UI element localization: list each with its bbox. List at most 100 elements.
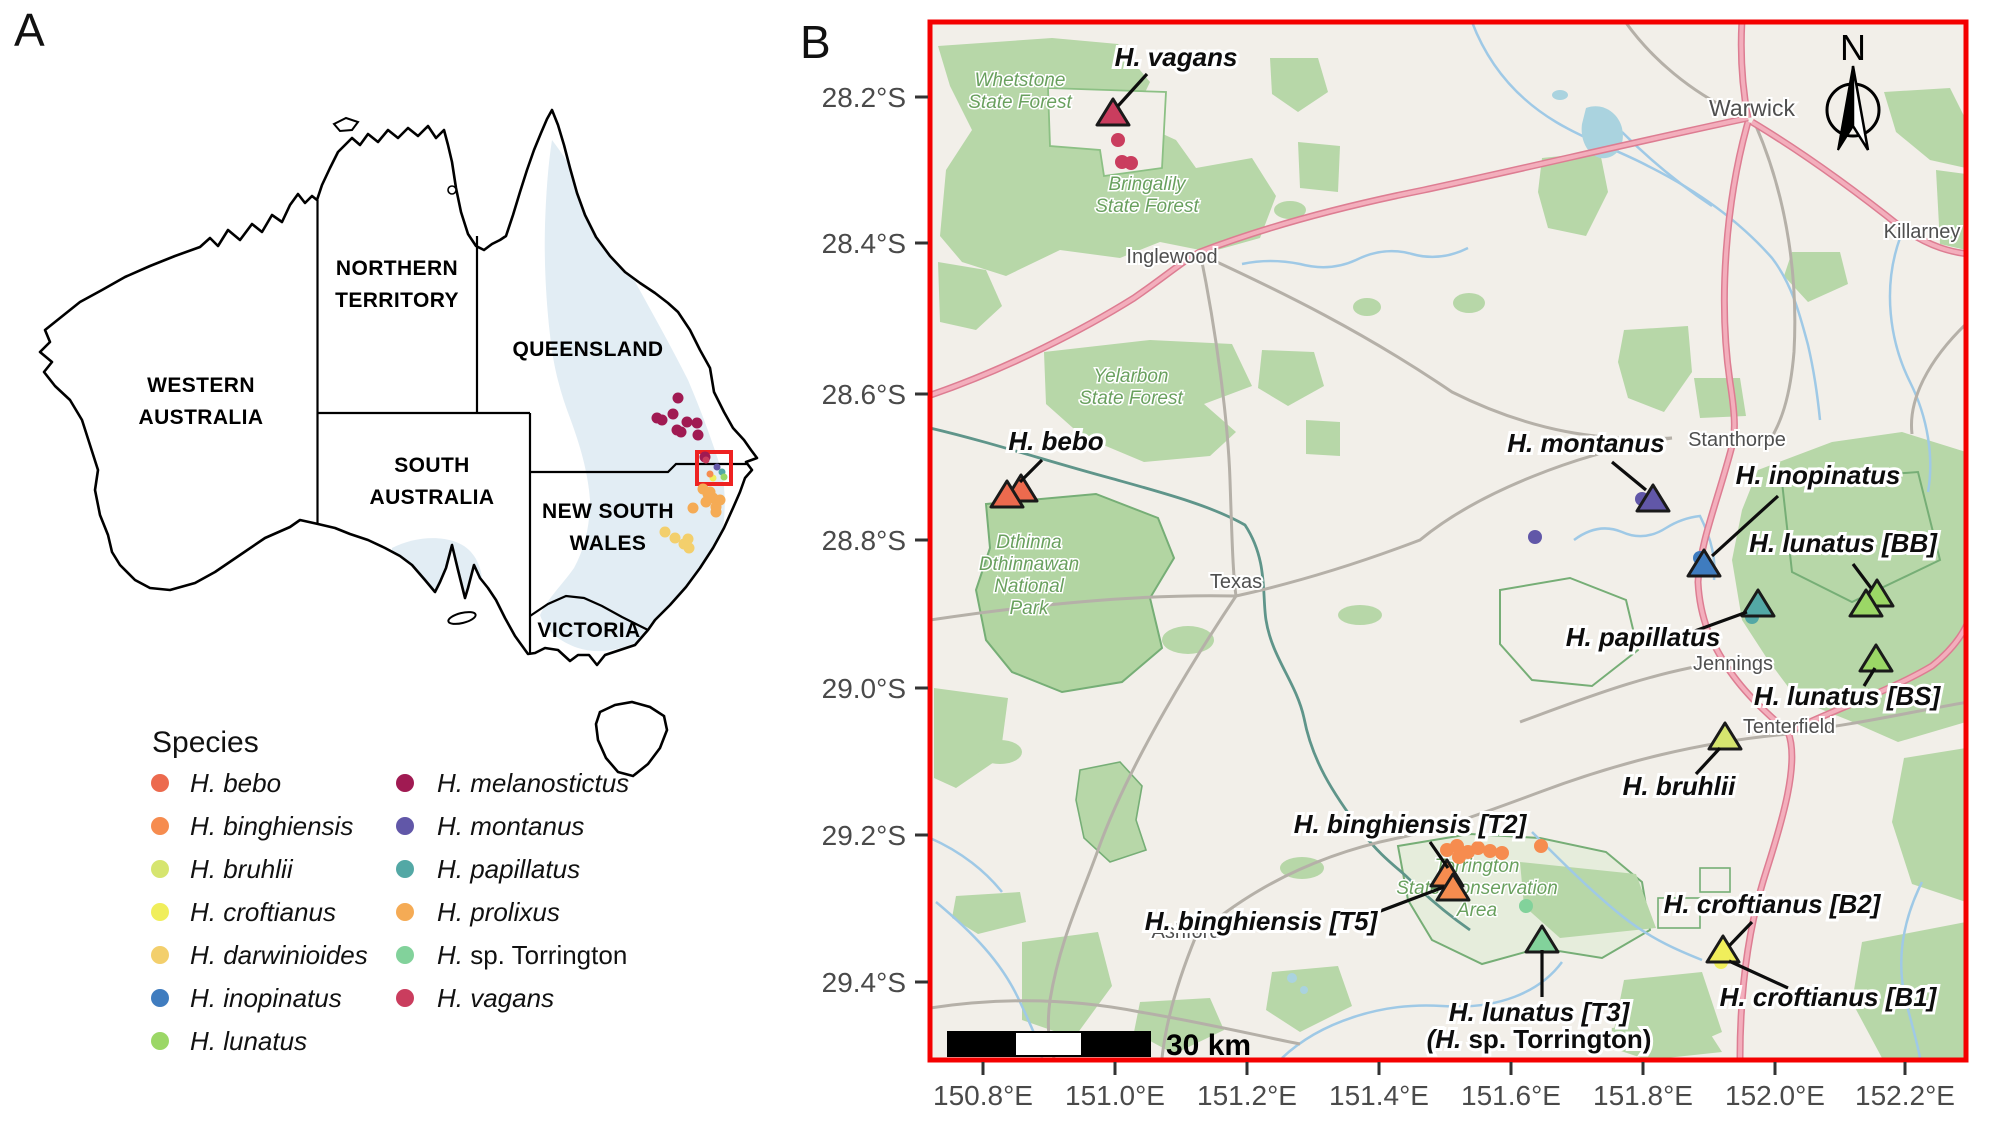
legend-label-vagans: H. vagans <box>437 983 554 1013</box>
species-callouts: H. vagans H. bebo H. montanus H. inopinatus… <box>1005 39 1944 1057</box>
forest-patch <box>1694 378 1746 418</box>
forest-patch <box>1538 152 1608 236</box>
occurrence-dot-melanostictus <box>691 417 703 429</box>
callout-label-papillatus: H. papillatus <box>1566 622 1721 652</box>
forest-patch <box>1306 420 1340 456</box>
y-tick-label: 28.8°S <box>822 525 906 556</box>
forest-patch <box>1298 142 1340 192</box>
panel-a-occurrence-dots <box>651 392 728 554</box>
x-tick-label: 151.2°E <box>1197 1080 1297 1111</box>
forest-patch <box>1338 605 1382 625</box>
road <box>930 594 1237 622</box>
pond <box>1300 986 1308 994</box>
forest-patch <box>1618 326 1692 412</box>
callout-label-lunatus-t3: H. lunatus [T3] (H. sp. Torrington) <box>1427 997 1652 1054</box>
site-dot-binghiensis <box>1452 850 1466 864</box>
tasmania <box>594 700 669 778</box>
town-label-killarney: Killarney <box>1884 221 1961 243</box>
site-triangle-bebo <box>989 479 1025 509</box>
forest-label-yelarbon: Yelarbon State Forest <box>1079 366 1183 409</box>
conservation-outline <box>1699 867 1731 893</box>
town-labels: Inglewood Warwick Killarney Stanthorpe Texas… <box>1124 93 1962 945</box>
north-arrow: N <box>1825 27 1881 151</box>
callout-line-croftianus-b2 <box>1727 920 1754 948</box>
road <box>1203 254 1673 441</box>
callout-label-bebo: H. bebo <box>1008 426 1103 456</box>
macintyre-brook <box>1241 246 1469 269</box>
town-label-texas: Texas <box>1210 571 1262 593</box>
road <box>1198 251 1238 597</box>
road <box>1046 595 1238 1059</box>
road <box>1235 436 1673 598</box>
callout-line-papillatus <box>1691 610 1748 634</box>
site-dot-montanus <box>1528 530 1542 544</box>
callout-line-vagans <box>1116 72 1149 108</box>
callout-label-binghiensis-t5: H. binghiensis [T5] <box>1145 906 1379 936</box>
legend-label-montanus: H. montanus <box>437 811 584 841</box>
legend-label-bruhlii: H. bruhlii <box>190 854 294 884</box>
forest-patch <box>1353 298 1381 316</box>
minor-roads <box>930 22 1966 1059</box>
callout-line-bruhlii <box>1694 746 1722 776</box>
legend-swatch-montanus <box>396 817 414 835</box>
site-triangle-lunatus <box>1858 643 1894 673</box>
y-tick-label: 29.2°S <box>822 820 906 851</box>
state-label-victoria: VICTORIA <box>537 619 640 642</box>
creek <box>1900 881 1924 1059</box>
x-tick-label: 152.2°E <box>1855 1080 1955 1111</box>
legend-label-prolixus: H. prolixus <box>437 897 560 927</box>
forest-patch <box>1453 293 1485 313</box>
road <box>1789 700 1966 734</box>
callout-line-binghiensis-t5 <box>1353 885 1445 923</box>
callout-label-croftianus-b2: H. croftianus [B2] <box>1664 889 1882 919</box>
legend-label-melanostictus: H. melanostictus <box>437 768 629 798</box>
forest-areas <box>934 38 1966 1060</box>
occurrence-dot-darwinioides <box>669 532 681 544</box>
forest-patch <box>1258 350 1324 406</box>
occurrence-dot-melanostictus <box>692 429 704 441</box>
qld-nsw-border <box>530 462 747 474</box>
compass-needle-light <box>1851 65 1870 151</box>
forest-patch <box>1892 748 1966 902</box>
map-content: Whetstone State Forest Bringalily State For… <box>930 22 1966 1060</box>
callout-label-bruhlii: H. bruhlii <box>1623 771 1736 801</box>
town-label-tenterfield: Tenterfield <box>1743 716 1835 738</box>
species-site-triangles <box>989 97 1895 964</box>
forest-labels: Whetstone State Forest Bringalily State For… <box>967 69 1560 923</box>
forest-inholding <box>1047 87 1167 178</box>
road <box>1787 621 1966 734</box>
site-triangle-lunatus <box>1848 588 1884 618</box>
town-label-stanthorpe: Stanthorpe <box>1688 429 1786 451</box>
scale-bar-label: 30 km <box>1166 1029 1251 1062</box>
occurrence-dot-prolixus <box>710 506 722 518</box>
x-tick-label: 151.4°E <box>1329 1080 1429 1111</box>
forest-patch <box>1884 88 1966 168</box>
y-tick-label: 29.0°S <box>822 673 906 704</box>
scale-bar: 30 km <box>947 1029 1251 1062</box>
girraween-np-outline <box>1780 470 1942 604</box>
callout-label-inopinatus: H. inopinatus <box>1736 460 1901 490</box>
legend-label-lunatus: H. lunatus <box>190 1026 307 1056</box>
legend-swatch-binghiensis <box>151 817 169 835</box>
scale-bar-segment <box>947 1031 1016 1057</box>
y-tick-label: 28.4°S <box>822 228 906 259</box>
road <box>1750 120 1966 256</box>
yelarbon-forest <box>1044 340 1252 462</box>
site-triangle-inopinatus <box>1686 548 1722 578</box>
forest-patch <box>1274 201 1306 219</box>
axes: 150.8°E 151.0°E 151.2°E 151.4°E 151.6°E 151.8… <box>822 82 1955 1111</box>
road <box>1160 732 1789 1059</box>
panel-a-letter: A <box>14 4 45 56</box>
legend-swatch-vagans <box>396 989 414 1007</box>
mole-river <box>1531 831 1703 962</box>
occurrence-dot-darwinioides <box>678 538 690 550</box>
site-triangle-croftianus <box>1705 934 1741 964</box>
site-dot-torrington <box>1519 899 1533 913</box>
y-tick-label: 28.6°S <box>822 379 906 410</box>
state-label-queensland: QUEENSLAND <box>512 338 663 361</box>
callout-line-lunatus-bs <box>1862 667 1877 687</box>
state-label-northern-territory: NORTHERN TERRITORY <box>335 257 459 312</box>
legend-swatch-bruhlii <box>151 860 169 878</box>
